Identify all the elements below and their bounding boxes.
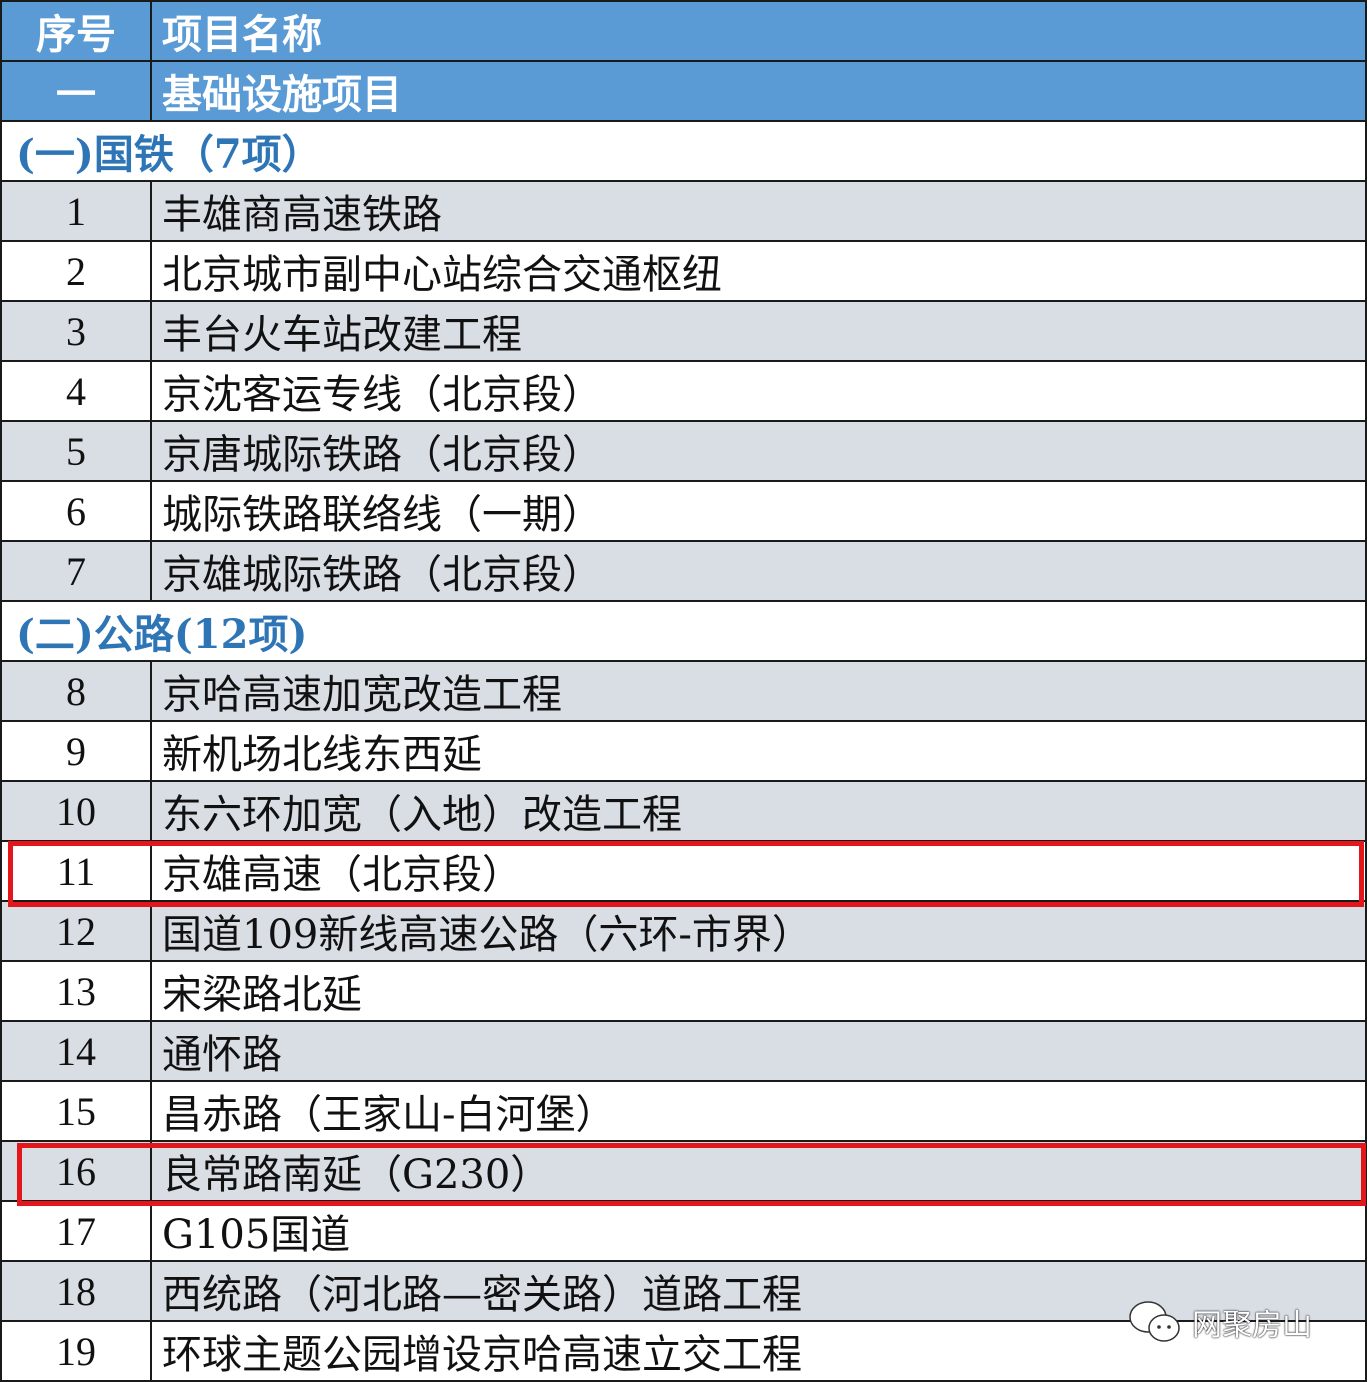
- row-project-name: 京唐城际铁路（北京段）: [150, 420, 1367, 482]
- section-row: (二)公路(12项): [0, 600, 1367, 662]
- row-project-name: 京哈高速加宽改造工程: [150, 660, 1367, 722]
- row-project-name: 丰雄商高速铁路: [150, 180, 1367, 242]
- section-title: (二)公路(12项): [0, 600, 1367, 662]
- row-index: 13: [0, 960, 152, 1022]
- table-row: 19 环球主题公园增设京哈高速立交工程: [0, 1320, 1367, 1382]
- row-index: 4: [0, 360, 152, 422]
- table-row: 17 G105国道: [0, 1200, 1367, 1262]
- table-row: 13 宋梁路北延: [0, 960, 1367, 1022]
- table-row: 16 良常路南延（G230）: [0, 1140, 1367, 1202]
- row-project-name: 环球主题公园增设京哈高速立交工程: [150, 1320, 1367, 1382]
- row-index: 11: [0, 840, 152, 902]
- row-index: 6: [0, 480, 152, 542]
- table-row: 1 丰雄商高速铁路: [0, 180, 1367, 242]
- table-row: 5 京唐城际铁路（北京段）: [0, 420, 1367, 482]
- row-index: 19: [0, 1320, 152, 1382]
- row-project-name: 新机场北线东西延: [150, 720, 1367, 782]
- table-row: 12 国道109新线高速公路（六环-市界）: [0, 900, 1367, 962]
- watermark: 网聚房山: [1128, 1300, 1312, 1344]
- row-index: 12: [0, 900, 152, 962]
- row-project-name: 东六环加宽（入地）改造工程: [150, 780, 1367, 842]
- table-row: 11 京雄高速（北京段）: [0, 840, 1367, 902]
- table-row: 10 东六环加宽（入地）改造工程: [0, 780, 1367, 842]
- row-index: 5: [0, 420, 152, 482]
- category-index: 一: [0, 60, 152, 122]
- row-index: 8: [0, 660, 152, 722]
- row-index: 3: [0, 300, 152, 362]
- row-project-name: 京雄高速（北京段）: [150, 840, 1367, 902]
- row-index: 7: [0, 540, 152, 602]
- row-project-name: 宋梁路北延: [150, 960, 1367, 1022]
- table-row: 15 昌赤路（王家山-白河堡）: [0, 1080, 1367, 1142]
- row-index: 9: [0, 720, 152, 782]
- row-project-name: 国道109新线高速公路（六环-市界）: [150, 900, 1367, 962]
- table-row: 9 新机场北线东西延: [0, 720, 1367, 782]
- header-name: 项目名称: [150, 0, 1367, 62]
- table-row: 4 京沈客运专线（北京段）: [0, 360, 1367, 422]
- category-name: 基础设施项目: [150, 60, 1367, 122]
- row-index: 1: [0, 180, 152, 242]
- row-project-name: 城际铁路联络线（一期）: [150, 480, 1367, 542]
- row-project-name: 通怀路: [150, 1020, 1367, 1082]
- category-row: 一 基础设施项目: [0, 60, 1367, 122]
- row-index: 18: [0, 1260, 152, 1322]
- table-row: 8 京哈高速加宽改造工程: [0, 660, 1367, 722]
- row-index: 15: [0, 1080, 152, 1142]
- row-index: 10: [0, 780, 152, 842]
- row-project-name: 良常路南延（G230）: [150, 1140, 1367, 1202]
- table-row: 7 京雄城际铁路（北京段）: [0, 540, 1367, 602]
- table-row: 14 通怀路: [0, 1020, 1367, 1082]
- row-index: 2: [0, 240, 152, 302]
- row-project-name: 昌赤路（王家山-白河堡）: [150, 1080, 1367, 1142]
- table-header-row: 序号 项目名称: [0, 0, 1367, 62]
- table-row: 2 北京城市副中心站综合交通枢纽: [0, 240, 1367, 302]
- row-project-name: 丰台火车站改建工程: [150, 300, 1367, 362]
- row-project-name: 京沈客运专线（北京段）: [150, 360, 1367, 422]
- watermark-text: 网聚房山: [1192, 1308, 1312, 1343]
- header-index: 序号: [0, 0, 152, 62]
- row-project-name: 京雄城际铁路（北京段）: [150, 540, 1367, 602]
- row-index: 17: [0, 1200, 152, 1262]
- section-title: (一)国铁（7项）: [0, 120, 1367, 182]
- table-row: 6 城际铁路联络线（一期）: [0, 480, 1367, 542]
- row-project-name: G105国道: [150, 1200, 1367, 1262]
- row-project-name: 北京城市副中心站综合交通枢纽: [150, 240, 1367, 302]
- row-index: 14: [0, 1020, 152, 1082]
- table-row: 3 丰台火车站改建工程: [0, 300, 1367, 362]
- section-row: (一)国铁（7项）: [0, 120, 1367, 182]
- row-index: 16: [0, 1140, 152, 1202]
- wechat-icon: [1129, 1301, 1180, 1342]
